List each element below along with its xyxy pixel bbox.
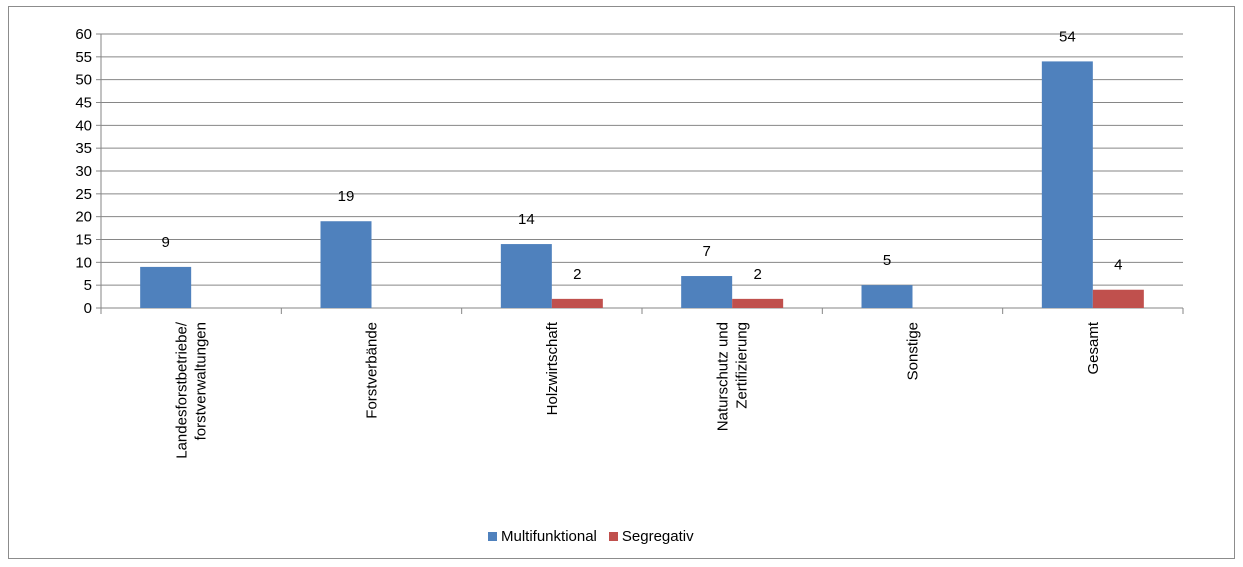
- y-tick-label: 40: [75, 117, 92, 134]
- legend-swatch-segregativ: [608, 531, 618, 541]
- data-label: 9: [161, 234, 169, 251]
- category-label-line: Naturschutz und: [715, 322, 732, 431]
- category-label-line: Holzwirtschaft: [544, 321, 561, 415]
- bar-segregativ: [732, 298, 784, 308]
- bar-multifunktional: [681, 276, 733, 308]
- data-label: 19: [338, 188, 355, 205]
- y-tick-label: 10: [75, 254, 92, 271]
- y-tick-label: 35: [75, 140, 92, 157]
- category-label: Gesamt: [1085, 321, 1102, 374]
- legend-item-segregativ: Segregativ: [608, 527, 694, 545]
- y-tick-label: 15: [75, 232, 92, 249]
- data-label: 14: [518, 211, 535, 228]
- category-label: Forstverbände: [364, 322, 381, 419]
- legend-label-segregativ: Segregativ: [621, 527, 694, 545]
- y-tick-label: 0: [84, 300, 92, 317]
- legend-swatch-multifunktional: [488, 531, 497, 541]
- chart-frame: [8, 6, 1235, 559]
- y-tick-label: 60: [75, 26, 92, 43]
- category-label-line: Forstverbände: [364, 322, 381, 419]
- bar-segregativ: [551, 298, 603, 308]
- bar-segregativ: [1092, 289, 1144, 308]
- y-tick-label: 5: [84, 277, 92, 294]
- category-label: Naturschutz und Zertifizierung: [715, 322, 751, 431]
- y-tick-label: 50: [75, 72, 92, 89]
- y-tick-label: 30: [75, 163, 92, 180]
- category-label-line: Zertifizierung: [734, 322, 751, 409]
- category-label-line: forstverwaltungen: [193, 322, 210, 440]
- data-label: 54: [1059, 28, 1076, 45]
- y-tick-label: 25: [75, 186, 92, 203]
- y-tick-label: 20: [75, 209, 92, 226]
- y-tick-label: 55: [75, 49, 92, 66]
- legend-item-multifunktional: Multifunktional: [488, 528, 597, 545]
- data-label: 4: [1114, 257, 1122, 274]
- category-label-line: Gesamt: [1085, 321, 1102, 374]
- data-label: 5: [883, 252, 891, 269]
- data-label: 2: [753, 266, 761, 283]
- category-label-line: Sonstige: [905, 322, 922, 380]
- bar-multifunktional: [320, 221, 372, 308]
- bar-multifunktional: [1041, 61, 1093, 309]
- data-label: 2: [573, 266, 581, 283]
- bar-multifunktional: [861, 285, 913, 308]
- category-label: Holzwirtschaft: [544, 321, 561, 415]
- category-label-line: Landesforstbetriebe/: [174, 321, 191, 459]
- category-label: Landesforstbetriebe/forstverwaltungen: [174, 321, 210, 459]
- legend: Multifunktional Segregativ: [488, 526, 706, 546]
- data-label: 7: [702, 243, 710, 260]
- y-tick-label: 45: [75, 95, 92, 112]
- bar-multifunktional: [140, 266, 192, 308]
- legend-label-multifunktional: Multifunktional: [501, 527, 597, 545]
- category-label: Sonstige: [905, 322, 922, 380]
- bar-multifunktional: [500, 244, 552, 308]
